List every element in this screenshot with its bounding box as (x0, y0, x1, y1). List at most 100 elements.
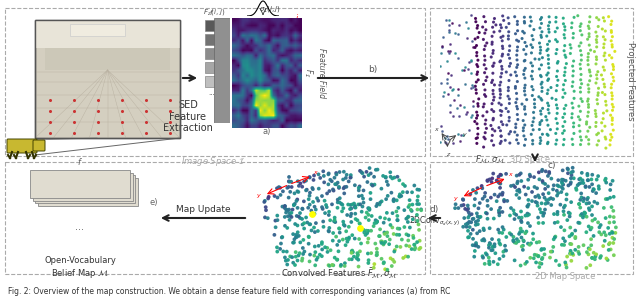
Point (319, 173, 329, 178)
Point (510, 86, 520, 91)
Point (602, 196, 612, 201)
Bar (35, 20, 180, 138)
FancyBboxPatch shape (38, 178, 138, 206)
Point (580, 185, 591, 190)
Point (468, 227, 478, 232)
Point (512, 22, 522, 27)
Point (495, 181, 506, 186)
Point (287, 184, 297, 189)
Point (488, 116, 499, 121)
Point (512, 79, 522, 84)
Point (372, 250, 382, 255)
Point (336, 202, 346, 206)
Point (331, 171, 341, 176)
Point (471, 91, 481, 96)
Point (479, 102, 489, 106)
Point (585, 263, 595, 268)
Bar (205, 48, 219, 59)
Point (559, 106, 570, 111)
Point (608, 241, 618, 245)
Point (494, 125, 504, 130)
Point (512, 188, 522, 193)
Point (490, 251, 500, 256)
Point (559, 43, 570, 48)
Point (536, 112, 546, 116)
Point (488, 98, 499, 103)
Point (298, 222, 308, 227)
Point (280, 255, 290, 260)
Point (340, 261, 350, 266)
Point (511, 38, 522, 43)
Point (504, 131, 514, 136)
Point (470, 248, 480, 253)
Point (557, 186, 568, 191)
Point (344, 237, 354, 242)
Point (537, 169, 547, 173)
Point (341, 229, 351, 234)
Point (488, 248, 498, 253)
Point (514, 188, 524, 193)
Point (583, 252, 593, 257)
Point (483, 198, 493, 203)
Point (389, 175, 399, 180)
Point (584, 201, 594, 206)
Point (363, 251, 373, 256)
Point (366, 251, 376, 256)
Point (582, 37, 593, 42)
Point (356, 170, 367, 175)
Point (409, 183, 419, 188)
Point (529, 175, 539, 179)
Point (562, 218, 572, 223)
Point (571, 186, 581, 191)
Point (501, 25, 511, 30)
Point (401, 254, 411, 259)
Point (344, 235, 354, 240)
Point (583, 110, 593, 115)
Point (396, 194, 406, 198)
Point (509, 240, 520, 245)
Point (505, 213, 515, 218)
Point (592, 201, 602, 206)
Point (544, 30, 554, 34)
Point (293, 253, 303, 258)
Point (583, 51, 593, 56)
Point (326, 179, 337, 184)
Point (494, 211, 504, 215)
Point (543, 200, 553, 205)
Point (303, 197, 314, 202)
Point (477, 186, 488, 191)
Point (269, 194, 280, 198)
Point (503, 15, 513, 20)
Point (584, 142, 594, 146)
Point (286, 214, 296, 219)
Point (334, 184, 344, 189)
Point (375, 227, 385, 232)
Point (548, 183, 559, 188)
Point (567, 137, 577, 142)
Point (314, 186, 324, 191)
Point (605, 113, 616, 118)
Point (466, 220, 476, 225)
Point (574, 251, 584, 256)
Point (543, 107, 553, 112)
Point (319, 198, 330, 203)
Point (536, 74, 547, 79)
Point (540, 187, 550, 191)
Point (563, 167, 573, 172)
Point (529, 116, 539, 120)
Point (486, 123, 496, 128)
Point (551, 20, 561, 24)
Point (500, 248, 510, 253)
Point (557, 95, 568, 100)
Point (340, 243, 351, 248)
Point (513, 141, 524, 146)
Point (280, 206, 290, 211)
Point (365, 197, 376, 202)
Point (546, 176, 556, 181)
Point (369, 182, 380, 187)
Point (536, 62, 547, 67)
Point (543, 184, 553, 189)
Point (367, 183, 378, 188)
Point (481, 251, 491, 256)
Point (527, 190, 537, 194)
